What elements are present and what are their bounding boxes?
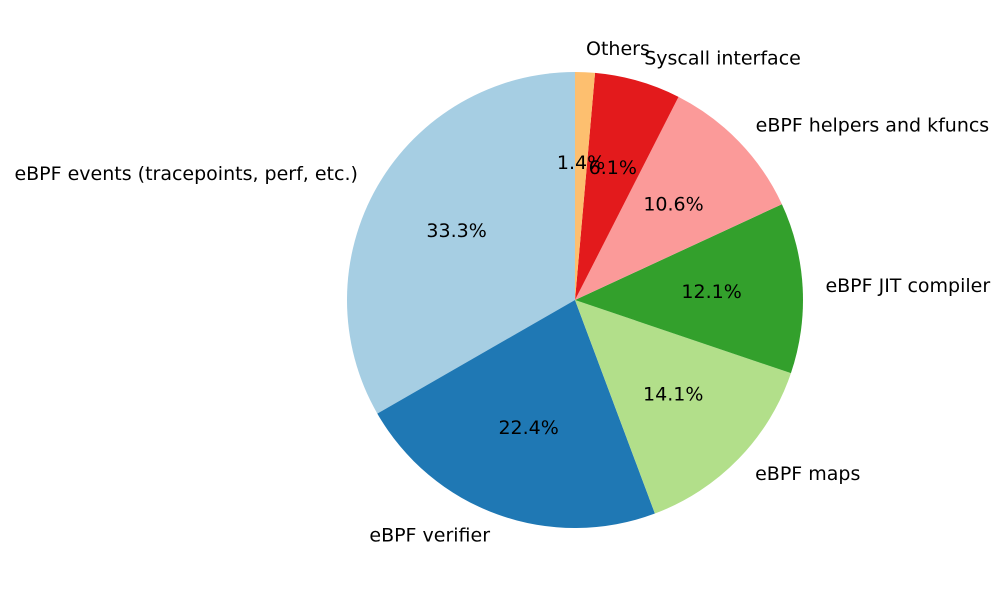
value-label: 1.4%	[557, 152, 605, 174]
slice-label: eBPF maps	[755, 463, 860, 485]
pie-slice	[575, 300, 791, 514]
pie-slice	[377, 300, 655, 528]
value-label: 12.1%	[681, 281, 741, 303]
slice-label: Others	[586, 38, 650, 60]
pie-slice	[575, 72, 596, 300]
slice-label: eBPF helpers and kfuncs	[756, 115, 990, 137]
value-label: 10.6%	[643, 194, 703, 216]
pie-slice	[347, 72, 575, 414]
slice-label: eBPF verifier	[369, 524, 490, 546]
value-label: 22.4%	[498, 417, 558, 439]
value-label: 6.1%	[589, 157, 637, 179]
pie-slice	[575, 72, 679, 301]
slice-label: eBPF JIT compiler	[825, 275, 990, 297]
slice-label: eBPF events (tracepoints, perf, etc.)	[14, 163, 357, 185]
value-label: 33.3%	[426, 220, 486, 242]
pie-slice	[575, 204, 803, 374]
pie-slice	[575, 96, 782, 300]
slice-label: Syscall interface	[644, 47, 801, 69]
value-label: 14.1%	[643, 384, 703, 406]
